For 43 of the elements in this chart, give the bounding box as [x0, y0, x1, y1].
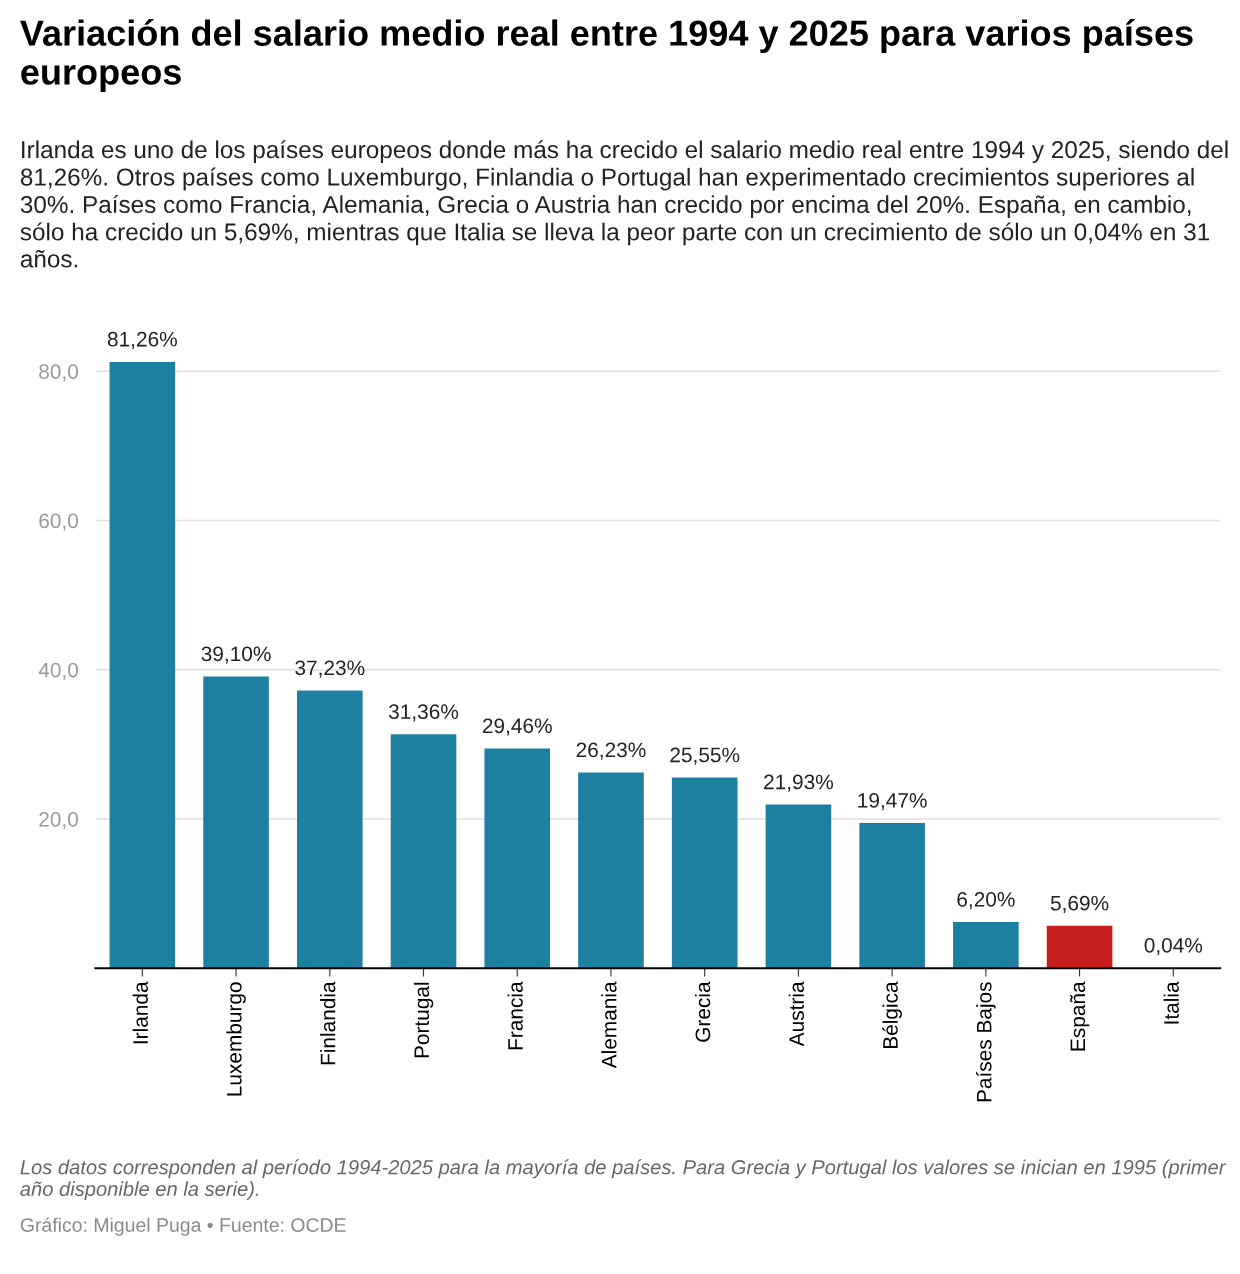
x-tick-label: Italia — [1163, 981, 1179, 1024]
data-label: 0,04% — [1144, 937, 1203, 956]
y-tick-label: 80,0 — [39, 364, 78, 382]
data-label: 21,93% — [764, 774, 833, 792]
bar — [765, 804, 832, 969]
x-tick-label: Bélgica — [882, 981, 902, 1049]
bar — [859, 822, 925, 969]
bar — [1046, 925, 1113, 969]
bar — [671, 777, 738, 969]
bar — [109, 361, 176, 969]
x-tick-label: Países Bajos — [976, 982, 996, 1102]
data-label: 6,20% — [957, 891, 1015, 910]
text: Gráfico: Miguel Puga • Fuente: OCDE — [20, 1217, 346, 1236]
data-label: 26,23% — [576, 742, 646, 760]
x-tick-label: Grecia — [694, 981, 711, 1042]
x-tick-label: Francia — [507, 981, 523, 1050]
bar — [953, 921, 1019, 969]
data-label: 39,10% — [201, 646, 271, 664]
y-tick-label: 20,0 — [39, 811, 78, 830]
chart-title: Variación del salario medio real entre 1994 y 2025 para varios países europeos — [20, 19, 1193, 92]
x-tick-label: Austria — [788, 981, 804, 1047]
x-tick-label: Irlanda — [132, 981, 148, 1044]
y-tick-label: 40,0 — [38, 662, 78, 680]
data-label: 19,47% — [858, 792, 927, 811]
data-label: 31,36% — [388, 704, 459, 722]
bar — [484, 748, 551, 969]
data-label: 37,23% — [295, 660, 365, 678]
bar — [390, 734, 457, 969]
bar — [296, 690, 363, 969]
y-tick-label: 60,0 — [39, 513, 78, 531]
x-tick-label: Finlandia — [320, 981, 336, 1065]
data-label: 5,69% — [1050, 895, 1109, 914]
text: Los datos corresponden al período 1994-2025 para la mayoría de países. Para Grecia y Portugal los valores se inician en 1995 (primer año disponible en la serie). — [20, 1159, 1227, 1201]
x-tick-label: Luxemburgo — [226, 982, 246, 1096]
x-tick-label: España — [1070, 981, 1090, 1051]
x-tick-label: Alemania — [601, 981, 617, 1069]
bar — [578, 772, 644, 969]
chart-subtitle: Irlanda es uno de los países europeos donde más ha crecido el salario medio real entre 1994 y 2025, siendo del 81,26%. Otros países como Luxemburgo, Finlandia o Portugal han experimentado crecimientos superiores al 30%. Países como Francia, Alemania, Grecia o Austria han crecido por encima del 20%. España, en cambio, sólo ha crecido un 5,69%, mientras que Italia se lleva la peor parte con un crecimiento de sólo un 0,04% en 31 años. — [20, 140, 1228, 268]
data-label: 25,55% — [670, 747, 740, 765]
data-label: 29,46% — [482, 718, 552, 736]
bar — [203, 676, 269, 969]
data-label: 81,26% — [107, 331, 177, 350]
x-tick-label: Portugal — [413, 982, 434, 1058]
